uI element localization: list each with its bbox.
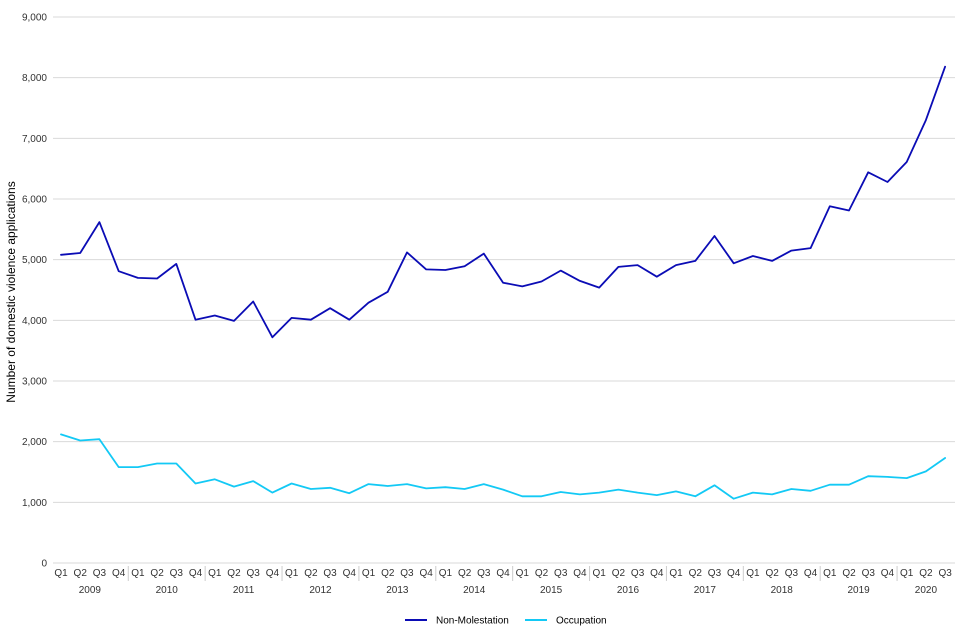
x-tick-label: Q1 — [54, 568, 68, 579]
x-tick-label: Q1 — [439, 568, 453, 579]
x-tick-label: Q4 — [189, 568, 203, 579]
y-axis-label: Number of domestic violence applications — [4, 181, 18, 402]
x-year-label: 2019 — [848, 585, 871, 596]
series-line-non-molestation — [60, 65, 946, 339]
x-tick-label: Q3 — [785, 568, 799, 579]
x-tick-label: Q2 — [535, 568, 549, 579]
x-tick-label: Q4 — [496, 568, 510, 579]
x-year-label: 2015 — [540, 585, 563, 596]
x-tick-label: Q4 — [343, 568, 357, 579]
series-line-occupation — [60, 433, 946, 500]
x-tick-label: Q4 — [112, 568, 126, 579]
x-tick-label: Q2 — [458, 568, 472, 579]
x-tick-label: Q2 — [765, 568, 779, 579]
x-tick-label: Q1 — [823, 568, 837, 579]
x-tick-label: Q4 — [420, 568, 434, 579]
x-tick-label: Q3 — [93, 568, 107, 579]
x-year-label: 2017 — [694, 585, 717, 596]
x-tick-label: Q3 — [862, 568, 876, 579]
legend: Non-Molestation Occupation — [405, 616, 607, 627]
x-tick-label: Q4 — [804, 568, 818, 579]
x-tick-label: Q2 — [612, 568, 626, 579]
x-tick-label: Q2 — [150, 568, 164, 579]
x-tick-label: Q3 — [477, 568, 491, 579]
x-tick-label: Q1 — [592, 568, 606, 579]
y-tick-label: 0 — [41, 559, 47, 570]
x-tick-label: Q2 — [227, 568, 241, 579]
y-axis: 0 1,000 2,000 3,000 4,000 5,000 6,000 7,000 8,00… — [22, 13, 47, 570]
x-year-label: 2012 — [309, 585, 332, 596]
x-tick-label: Q2 — [689, 568, 703, 579]
x-tick-label: Q2 — [304, 568, 318, 579]
x-tick-label: Q1 — [362, 568, 376, 579]
x-tick-label: Q4 — [266, 568, 280, 579]
x-tick-label: Q4 — [650, 568, 664, 579]
x-year-label: 2013 — [386, 585, 409, 596]
x-tick-label: Q1 — [208, 568, 222, 579]
x-year-label: 2014 — [463, 585, 486, 596]
y-tick-label: 3,000 — [22, 377, 47, 388]
x-tick-label: Q2 — [919, 568, 933, 579]
x-year-label: 2011 — [233, 585, 255, 596]
x-tick-label: Q1 — [746, 568, 760, 579]
y-tick-label: 6,000 — [22, 195, 47, 206]
x-tick-label: Q4 — [727, 568, 741, 579]
series-lines — [60, 65, 946, 500]
y-tick-label: 9,000 — [22, 13, 47, 24]
y-tick-label: 8,000 — [22, 73, 47, 84]
x-tick-label: Q3 — [708, 568, 722, 579]
x-tick-label: Q4 — [881, 568, 895, 579]
x-tick-label: Q1 — [131, 568, 145, 579]
x-tick-label: Q3 — [631, 568, 645, 579]
x-tick-label: Q2 — [74, 568, 88, 579]
x-tick-label: Q2 — [842, 568, 856, 579]
x-tick-label: Q1 — [285, 568, 299, 579]
x-year-label: 2018 — [771, 585, 794, 596]
legend-label: Non-Molestation — [436, 616, 509, 627]
x-tick-label: Q2 — [381, 568, 395, 579]
y-tick-label: 7,000 — [22, 134, 47, 145]
x-year-label: 2009 — [79, 585, 102, 596]
x-tick-label: Q3 — [400, 568, 414, 579]
x-axis: Q1 Q2 Q3 Q4 Q1 Q2 Q3 Q4 Q1 Q2 Q3 Q4 Q1 Q2 Q3 Q4 Q1 Q2 Q3 Q4… — [54, 566, 952, 596]
x-tick-label: Q3 — [554, 568, 568, 579]
y-tick-label: 5,000 — [22, 255, 47, 266]
x-tick-label: Q3 — [938, 568, 952, 579]
y-tick-label: 2,000 — [22, 437, 47, 448]
x-tick-label: Q4 — [573, 568, 587, 579]
x-year-label: 2016 — [617, 585, 640, 596]
legend-label: Occupation — [556, 616, 607, 627]
x-tick-label: Q1 — [669, 568, 683, 579]
x-year-label: 2020 — [915, 585, 938, 596]
x-tick-label: Q3 — [247, 568, 261, 579]
x-tick-label: Q1 — [516, 568, 530, 579]
gridlines — [53, 16, 955, 564]
x-tick-label: Q1 — [900, 568, 914, 579]
x-tick-label: Q3 — [323, 568, 337, 579]
y-tick-label: 4,000 — [22, 316, 47, 327]
x-year-label: 2010 — [156, 585, 179, 596]
y-tick-label: 1,000 — [22, 498, 47, 509]
x-tick-label: Q3 — [170, 568, 184, 579]
